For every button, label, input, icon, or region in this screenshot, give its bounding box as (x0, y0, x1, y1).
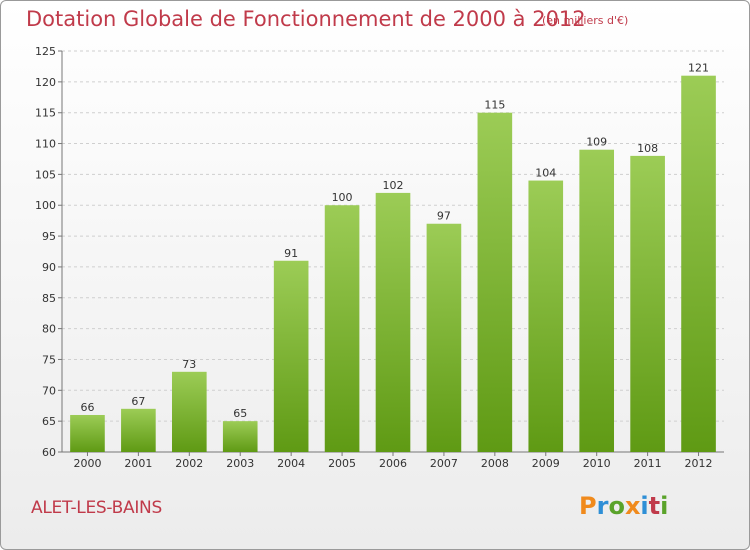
x-tick-label: 2002 (175, 457, 203, 470)
value-label: 91 (284, 247, 298, 260)
tick-labels: 60 65 70 75 80 85 90 95 100 105 110 115 120 125 2000 20… (35, 45, 713, 470)
y-tick-label: 125 (35, 45, 56, 58)
value-label: 121 (688, 62, 709, 75)
y-tick-label: 95 (42, 230, 56, 243)
y-tick-label: 110 (35, 138, 56, 151)
bar-2009 (528, 180, 564, 453)
y-tick-label: 65 (42, 415, 56, 428)
chart-title: Dotation Globale de Fonctionnement de 20… (26, 7, 586, 31)
bar-2011 (630, 155, 665, 452)
y-tick-label: 85 (42, 292, 56, 305)
value-label: 100 (332, 191, 353, 204)
x-tick-label: 2009 (532, 457, 560, 470)
bars (70, 75, 716, 453)
bar-2004 (273, 260, 309, 452)
logo-letter: P (579, 492, 597, 520)
logo-letter: i (640, 492, 649, 520)
y-tick-label: 100 (35, 199, 56, 212)
x-tick-label: 2008 (481, 457, 509, 470)
y-tick-label: 105 (35, 168, 56, 181)
value-labels: 66 67 73 65 91 100 102 97 115 104 109 108 121 (80, 62, 709, 420)
value-label: 97 (437, 210, 451, 223)
x-tick-label: 2006 (379, 457, 407, 470)
value-label: 73 (182, 358, 196, 371)
value-label: 67 (131, 395, 145, 408)
x-tick-label: 2010 (583, 457, 611, 470)
x-tick-label: 2003 (226, 457, 254, 470)
x-tick-label: 2007 (430, 457, 458, 470)
value-label: 102 (383, 179, 404, 192)
value-label: 108 (637, 142, 658, 155)
y-tick-label: 120 (35, 76, 56, 89)
value-label: 104 (535, 167, 556, 180)
x-tick-label: 2001 (124, 457, 152, 470)
logo-letter: i (660, 492, 669, 520)
y-tick-label: 75 (42, 353, 56, 366)
value-label: 109 (586, 136, 607, 149)
y-tick-label: 90 (42, 261, 56, 274)
bar-2012 (681, 75, 716, 452)
x-tick-label: 2004 (277, 457, 305, 470)
bar-2003 (222, 421, 258, 452)
bar-2000 (70, 414, 105, 452)
value-label: 66 (80, 401, 94, 414)
value-label: 65 (233, 407, 247, 420)
bar-2006 (375, 192, 411, 452)
chart-unit-label: (en milliers d'€) (542, 14, 629, 27)
x-tick-label: 2011 (634, 457, 662, 470)
proxiti-logo: Proxiti (579, 492, 668, 520)
logo-letter: o (608, 492, 625, 520)
bar-2010 (579, 149, 615, 452)
bar-2002 (171, 371, 207, 452)
logo-letter: t (648, 492, 661, 520)
y-tick-label: 80 (42, 323, 56, 336)
logo-letter: r (596, 492, 609, 520)
bar-2007 (426, 223, 462, 452)
x-tick-label: 2000 (73, 457, 101, 470)
bar-2008 (477, 112, 513, 452)
bar-2005 (324, 205, 360, 452)
x-tick-label: 2005 (328, 457, 356, 470)
bar-2001 (121, 408, 156, 452)
x-tick-label: 2012 (685, 457, 713, 470)
town-name: ALET-LES-BAINS (31, 498, 162, 518)
logo-letter: x (624, 492, 641, 520)
y-tick-label: 60 (42, 446, 56, 459)
y-tick-label: 70 (42, 384, 56, 397)
y-tick-label: 115 (35, 107, 56, 120)
value-label: 115 (484, 99, 505, 112)
